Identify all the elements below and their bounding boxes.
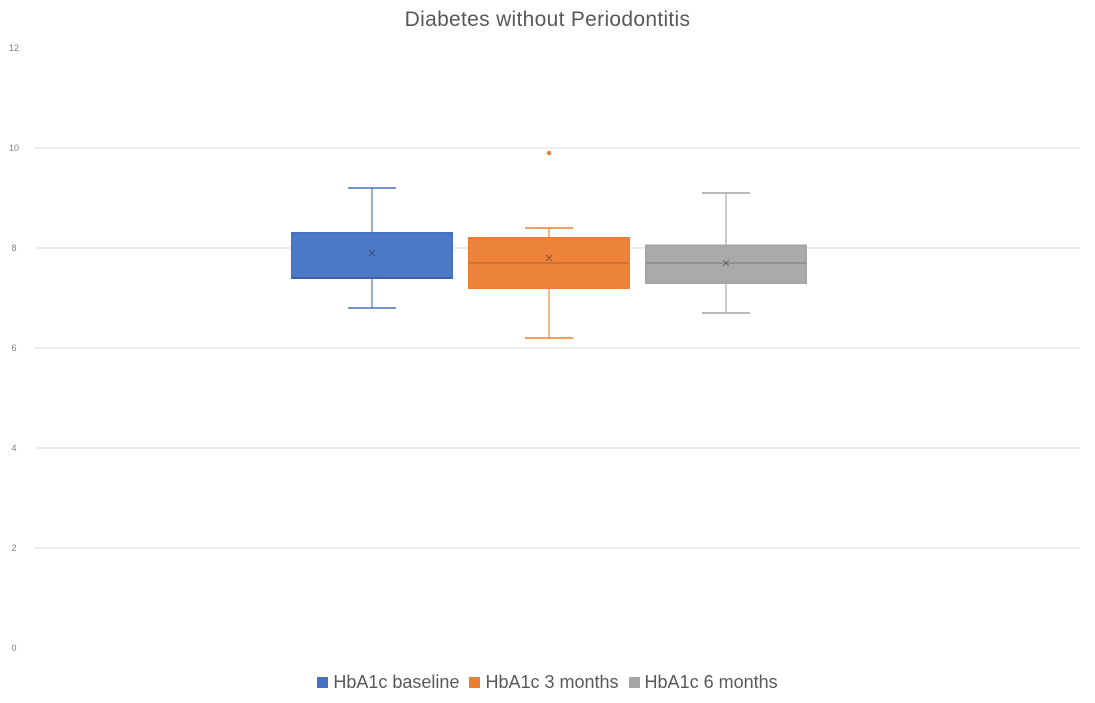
y-tick-label: 0 <box>11 643 16 653</box>
legend-swatch <box>317 677 329 688</box>
mean-marker <box>722 259 730 267</box>
y-tick-label: 6 <box>11 343 16 353</box>
outlier-point <box>546 150 552 156</box>
legend-item: HbA1c baseline <box>317 672 459 693</box>
mean-marker <box>545 254 553 262</box>
y-tick-label: 4 <box>11 443 16 453</box>
legend-label: HbA1c baseline <box>333 672 460 692</box>
legend-item: HbA1c 3 months <box>469 672 619 693</box>
legend-label: HbA1c 6 months <box>644 672 778 692</box>
y-tick-label: 8 <box>11 243 16 253</box>
box <box>468 237 630 289</box>
y-tick-label: 12 <box>9 43 19 53</box>
box <box>291 232 453 279</box>
mean-marker <box>368 249 376 257</box>
y-tick-label: 2 <box>11 543 16 553</box>
chart-title: Diabetes without Periodontitis <box>404 8 691 31</box>
y-tick-label: 10 <box>9 143 19 153</box>
box <box>645 244 807 284</box>
legend-label: HbA1c 3 months <box>485 672 619 692</box>
legend: HbA1c baseline HbA1c 3 months HbA1c 6 mont… <box>0 672 1095 693</box>
legend-swatch <box>628 677 640 688</box>
legend-item: HbA1c 6 months <box>628 672 778 693</box>
legend-swatch <box>469 677 481 688</box>
